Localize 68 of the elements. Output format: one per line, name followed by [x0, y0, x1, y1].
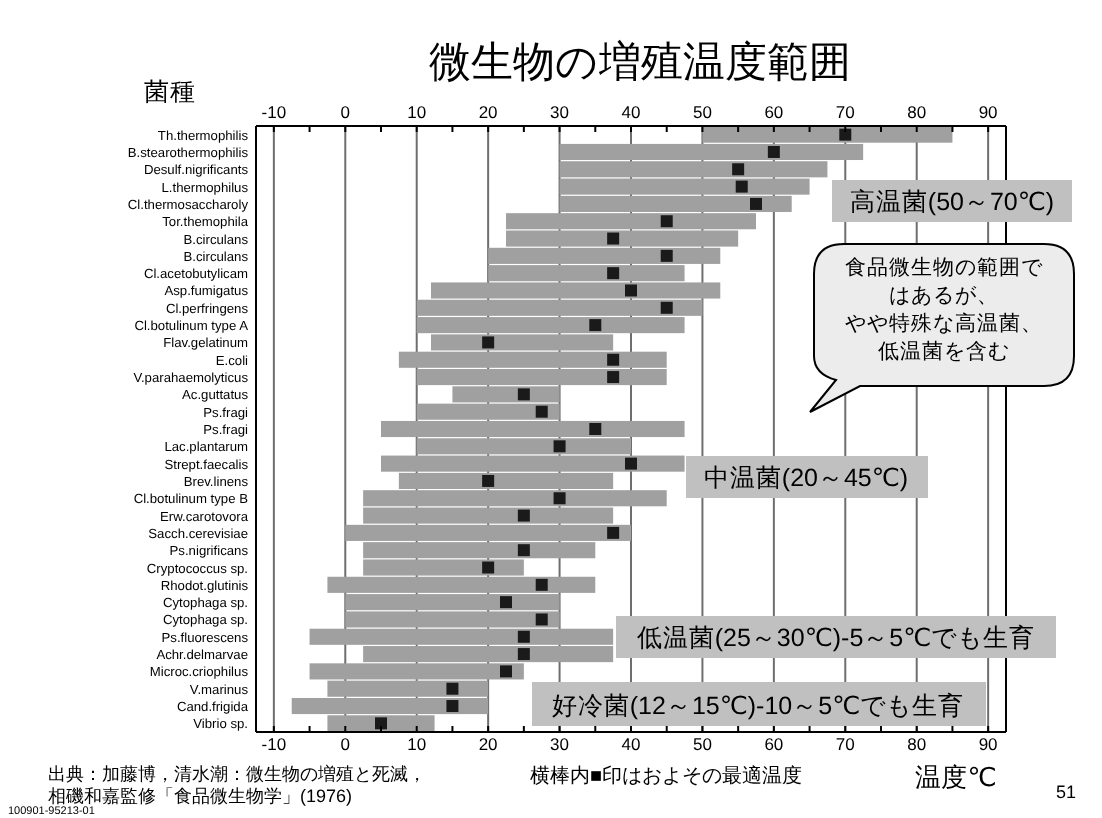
x-tick-label: 40 [621, 734, 641, 754]
text: 横棒内■印はおよその最適温度 [529, 764, 803, 788]
x-axis-title: 温度℃ [915, 762, 997, 792]
point [750, 197, 762, 210]
annotation: 好冷菌(12～15℃)-10～5℃でも生育 [551, 690, 965, 720]
point [625, 457, 637, 470]
point [607, 267, 620, 280]
point [500, 596, 512, 609]
x-tick-label: 70 [835, 734, 856, 754]
point [607, 371, 620, 384]
point [660, 249, 673, 262]
annotation: 中温菌(20～45℃) [703, 464, 909, 492]
point [660, 215, 673, 228]
x2-tick-label: -10 [261, 102, 287, 122]
x2-tick-label: 40 [621, 102, 641, 122]
point [375, 717, 387, 730]
point [500, 665, 512, 678]
point [553, 440, 566, 453]
x2-tick-label: 80 [907, 102, 927, 122]
x2-tick-label: 90 [978, 102, 999, 122]
x2-tick-label: 0 [340, 102, 351, 122]
source-note: 出典：加藤博，清水潮：微生物の増殖と死滅，相磯和嘉監修「食品微生物学」(1976) [48, 764, 426, 806]
x-tick-label: 50 [692, 734, 713, 754]
annotation: 低温菌(25～30℃)-5～5℃でも生育 [636, 622, 1036, 652]
x2-tick-label: 50 [692, 102, 713, 122]
point [660, 301, 673, 314]
annotation: 食品微生物の範囲ではあるが、やや特殊な高温菌、低温菌を含む [845, 254, 1045, 364]
point [535, 405, 548, 418]
point [517, 630, 530, 643]
point [589, 319, 602, 332]
point [735, 180, 748, 193]
x2-tick-label: 70 [835, 102, 856, 122]
x2-tick-label: 30 [550, 102, 570, 122]
point [446, 682, 459, 695]
point [607, 526, 620, 539]
point [625, 284, 637, 297]
point [535, 578, 548, 591]
x-tick-label: 20 [478, 734, 499, 754]
chart-title: 微生物の増殖温度範囲 [429, 38, 851, 86]
point [732, 163, 745, 176]
point [482, 336, 495, 349]
point [446, 700, 459, 713]
point [482, 561, 495, 574]
point [607, 232, 620, 245]
point [517, 648, 530, 661]
point [767, 145, 780, 158]
point [553, 492, 566, 505]
x2-tick-label: 60 [764, 102, 784, 122]
point [517, 388, 530, 401]
y-axis-title: 菌種 [144, 78, 196, 106]
x-tick-label: 10 [407, 734, 427, 754]
x-tick-label: 80 [907, 734, 927, 754]
x-tick-label: 60 [764, 734, 784, 754]
point [607, 353, 620, 366]
x2-tick-label: 20 [478, 102, 499, 122]
annotation: 高温菌(50～70℃) [849, 186, 1055, 216]
point [517, 509, 530, 522]
x2-tick-label: 10 [407, 102, 427, 122]
point [535, 613, 548, 626]
x-tick-label: -10 [261, 734, 287, 754]
point [839, 128, 852, 141]
point [589, 423, 602, 435]
x-tick-label: 30 [550, 734, 570, 754]
x-tick-label: 0 [340, 734, 351, 754]
point [517, 544, 530, 557]
x-tick-label: 90 [978, 734, 999, 754]
text: 51 [1055, 782, 1077, 802]
point [482, 474, 495, 487]
